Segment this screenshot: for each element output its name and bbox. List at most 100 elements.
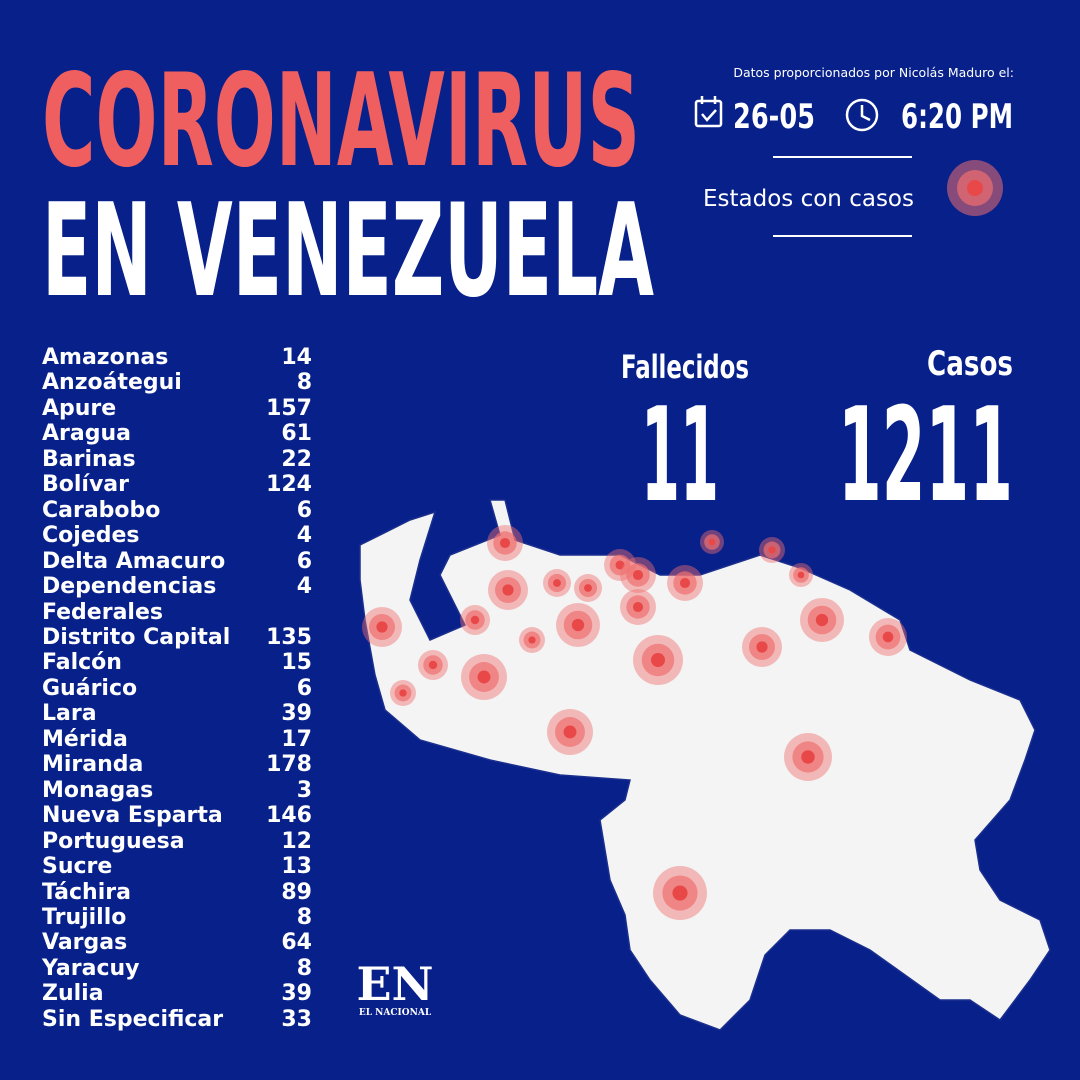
state-name: Sin Especificar: [42, 1006, 224, 1032]
state-cases: 6: [296, 497, 312, 523]
state-name: Bolívar: [42, 472, 130, 498]
deaths-label: Fallecidos: [621, 348, 749, 386]
state-name: Trujillo: [42, 904, 127, 930]
state-cases: 14: [281, 345, 312, 370]
state-row: Lara 39: [42, 701, 312, 726]
state-name: Portuguesa: [42, 828, 185, 854]
state-row: Táchira 89: [42, 880, 312, 905]
state-row: Cojedes 4: [42, 523, 312, 548]
state-cases: 3: [296, 777, 312, 803]
map-marker: [571, 618, 585, 632]
state-row: Amazonas 14: [42, 345, 312, 370]
state-row: Anzoátegui 8: [42, 370, 312, 395]
state-cases: 64: [281, 930, 312, 956]
state-name: Vargas: [42, 930, 128, 956]
state-name: Falcón: [42, 650, 122, 676]
state-row: Barinas 22: [42, 447, 312, 472]
state-name: Aragua: [42, 421, 131, 447]
logo-name: EL NACIONAL: [359, 1008, 432, 1018]
map-marker: [882, 631, 894, 643]
state-cases: 17: [281, 726, 312, 752]
state-cases: 61: [281, 421, 312, 447]
state-row: Nueva Esparta 146: [42, 803, 312, 828]
deaths-value: 11: [641, 379, 719, 531]
state-row: Guárico 6: [42, 676, 312, 701]
state-cases: 13: [281, 854, 312, 880]
map-marker: [470, 615, 480, 625]
legend-marker: [947, 160, 1003, 216]
state-cases: 8: [296, 904, 312, 930]
calendar-icon: [694, 96, 723, 128]
map-marker: [797, 571, 805, 579]
map-marker: [584, 584, 592, 592]
state-name: Mérida: [42, 726, 128, 752]
state-cases: 39: [281, 701, 312, 727]
map-marker: [815, 613, 829, 627]
map-marker: [768, 546, 776, 554]
state-cases: 89: [281, 879, 312, 905]
state-cases: 15: [281, 650, 312, 676]
time: 6:20 PM: [901, 97, 1013, 137]
map-marker: [632, 601, 644, 613]
state-name: Cojedes: [42, 523, 140, 549]
state-row: Miranda 178: [42, 752, 312, 777]
state-name: Dependencias Federales: [42, 574, 217, 625]
state-row: Zulia 39: [42, 981, 312, 1006]
state-row: Trujillo 8: [42, 905, 312, 930]
state-row: Aragua 61: [42, 421, 312, 446]
state-row: Delta Amacuro 6: [42, 549, 312, 574]
map-marker: [679, 577, 691, 589]
map-marker: [672, 885, 688, 901]
states-list: Amazonas 14 Anzoátegui 8 Apure 157 Aragua 61 Bar…: [42, 345, 312, 1032]
state-row: Falcón 15: [42, 650, 312, 675]
map: [359, 499, 1051, 1031]
date: 26-05: [733, 97, 815, 137]
state-row: Yaracuy 8: [42, 956, 312, 981]
state-name: Yaracuy: [42, 955, 140, 981]
map-marker: [399, 689, 407, 697]
title: CORONAVIRUS: [42, 47, 640, 196]
state-cases: 4: [296, 574, 312, 600]
state-row: Sucre 13: [42, 854, 312, 879]
cases-label: Casos: [927, 344, 1013, 384]
state-name: Barinas: [42, 446, 136, 472]
clock-icon: [845, 98, 879, 132]
map-marker: [428, 660, 438, 670]
legend-label: Estados con casos: [703, 186, 914, 212]
map-marker: [756, 641, 768, 653]
state-name: Apure: [42, 395, 117, 421]
state-name: Amazonas: [42, 345, 169, 370]
map-marker: [477, 670, 491, 684]
map-marker: [615, 560, 625, 570]
state-row: Vargas 64: [42, 930, 312, 955]
state-cases: 6: [296, 675, 312, 701]
map-marker: [708, 538, 716, 546]
state-row: Dependencias Federales 4: [42, 574, 312, 625]
state-name: Sucre: [42, 854, 113, 880]
state-row: Carabobo 6: [42, 498, 312, 523]
state-cases: 124: [266, 472, 312, 498]
state-name: Monagas: [42, 777, 154, 803]
state-row: Distrito Capital 135: [42, 625, 312, 650]
state-cases: 33: [281, 1006, 312, 1032]
state-cases: 157: [266, 395, 312, 421]
state-cases: 8: [296, 370, 312, 396]
state-name: Delta Amacuro: [42, 548, 226, 574]
state-cases: 178: [266, 752, 312, 778]
state-row: Portuguesa 12: [42, 829, 312, 854]
state-name: Táchira: [42, 879, 131, 905]
state-row: Bolívar 124: [42, 472, 312, 497]
map-marker: [553, 579, 561, 587]
map-marker: [651, 653, 665, 667]
state-row: Monagas 3: [42, 778, 312, 803]
state-cases: 4: [296, 523, 312, 549]
state-row: Sin Especificar 33: [42, 1007, 312, 1032]
state-cases: 135: [266, 624, 312, 650]
state-name: Zulia: [42, 981, 104, 1007]
state-name: Lara: [42, 701, 97, 727]
logo-mark: EN: [356, 957, 433, 1011]
state-cases: 146: [266, 803, 312, 829]
map-markers: [362, 525, 907, 920]
